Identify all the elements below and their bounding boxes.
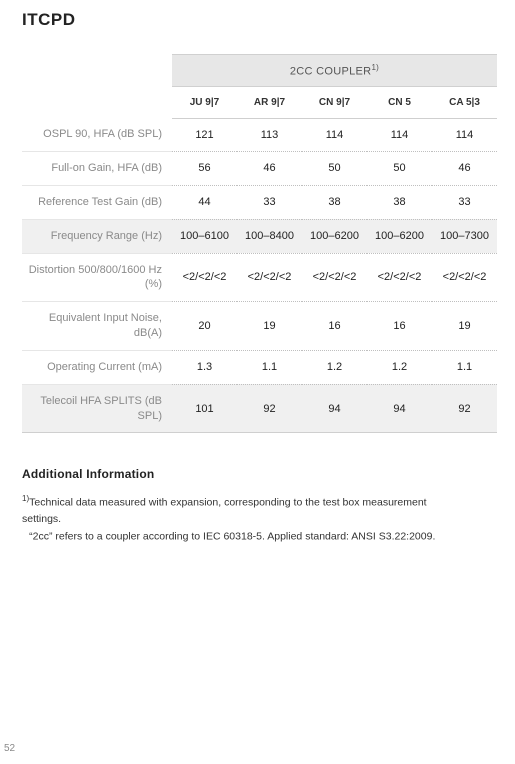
cell-value: 16	[367, 302, 432, 351]
col-header: JU 9|7	[172, 86, 237, 118]
cell-value: 50	[302, 152, 367, 186]
table-row: Distortion 500/800/1600 Hz (%)<2/<2/<2<2…	[22, 253, 497, 302]
cell-value: 94	[367, 384, 432, 433]
cell-value: <2/<2/<2	[302, 253, 367, 302]
spec-table-body: OSPL 90, HFA (dB SPL)121113114114114Full…	[22, 118, 497, 433]
spec-table-wrap: 2CC COUPLER1) JU 9|7 AR 9|7 CN 9|7 CN 5 …	[22, 54, 497, 433]
table-row: Equivalent Input Noise, dB(A)2019161619	[22, 302, 497, 351]
col-header: AR 9|7	[237, 86, 302, 118]
cell-value: 100–6200	[367, 219, 432, 253]
row-label: Reference Test Gain (dB)	[22, 185, 172, 219]
page-title: ITCPD	[22, 10, 497, 30]
additional-info-heading: Additional Information	[22, 467, 497, 481]
coupler-header: 2CC COUPLER1)	[172, 55, 497, 87]
coupler-header-text: 2CC COUPLER	[290, 66, 372, 78]
col-header: CN 9|7	[302, 86, 367, 118]
cell-value: 114	[432, 118, 497, 151]
cell-value: 46	[237, 152, 302, 186]
cell-value: <2/<2/<2	[432, 253, 497, 302]
cell-value: 114	[302, 118, 367, 151]
cell-value: <2/<2/<2	[172, 253, 237, 302]
cell-value: 94	[302, 384, 367, 433]
table-row: Operating Current (mA)1.31.11.21.21.1	[22, 350, 497, 384]
cell-value: <2/<2/<2	[367, 253, 432, 302]
cell-value: 16	[302, 302, 367, 351]
row-label: Equivalent Input Noise, dB(A)	[22, 302, 172, 351]
cell-value: 113	[237, 118, 302, 151]
table-row: Reference Test Gain (dB)4433383833	[22, 185, 497, 219]
cell-value: 33	[432, 185, 497, 219]
cell-value: 44	[172, 185, 237, 219]
cell-value: 56	[172, 152, 237, 186]
row-label: Operating Current (mA)	[22, 350, 172, 384]
table-row: Full-on Gain, HFA (dB)5646505046	[22, 152, 497, 186]
cell-value: 38	[302, 185, 367, 219]
cell-value: 33	[237, 185, 302, 219]
footnotes: 1)Technical data measured with expansion…	[22, 493, 452, 545]
row-label: Telecoil HFA SPLITS (dB SPL)	[22, 384, 172, 433]
cell-value: 38	[367, 185, 432, 219]
cell-value: 100–6100	[172, 219, 237, 253]
coupler-header-sup: 1)	[371, 63, 379, 72]
col-header: CN 5	[367, 86, 432, 118]
cell-value: 1.3	[172, 350, 237, 384]
cell-value: 1.1	[237, 350, 302, 384]
table-row: Telecoil HFA SPLITS (dB SPL)10192949492	[22, 384, 497, 433]
row-label: Frequency Range (Hz)	[22, 219, 172, 253]
cell-value: 101	[172, 384, 237, 433]
cell-value: 121	[172, 118, 237, 151]
cell-value: 100–6200	[302, 219, 367, 253]
cell-value: 1.2	[367, 350, 432, 384]
cell-value: 92	[237, 384, 302, 433]
cell-value: 92	[432, 384, 497, 433]
page-number: 52	[4, 743, 15, 754]
blank-cell	[22, 55, 172, 87]
cell-value: 19	[237, 302, 302, 351]
cell-value: 114	[367, 118, 432, 151]
row-label: Distortion 500/800/1600 Hz (%)	[22, 253, 172, 302]
spec-table: 2CC COUPLER1) JU 9|7 AR 9|7 CN 9|7 CN 5 …	[22, 54, 497, 433]
cell-value: 46	[432, 152, 497, 186]
cell-value: 1.2	[302, 350, 367, 384]
table-row: OSPL 90, HFA (dB SPL)121113114114114	[22, 118, 497, 151]
blank-cell	[22, 86, 172, 118]
cell-value: <2/<2/<2	[237, 253, 302, 302]
cell-value: 19	[432, 302, 497, 351]
cell-value: 20	[172, 302, 237, 351]
table-row: Frequency Range (Hz)100–6100100–8400100–…	[22, 219, 497, 253]
col-header: CA 5|3	[432, 86, 497, 118]
footnote-line: “2cc” refers to a coupler according to I…	[29, 531, 435, 543]
row-label: OSPL 90, HFA (dB SPL)	[22, 118, 172, 151]
cell-value: 100–8400	[237, 219, 302, 253]
cell-value: 1.1	[432, 350, 497, 384]
footnote-line: Technical data measured with expansion, …	[22, 497, 427, 525]
row-label: Full-on Gain, HFA (dB)	[22, 152, 172, 186]
cell-value: 100–7300	[432, 219, 497, 253]
cell-value: 50	[367, 152, 432, 186]
